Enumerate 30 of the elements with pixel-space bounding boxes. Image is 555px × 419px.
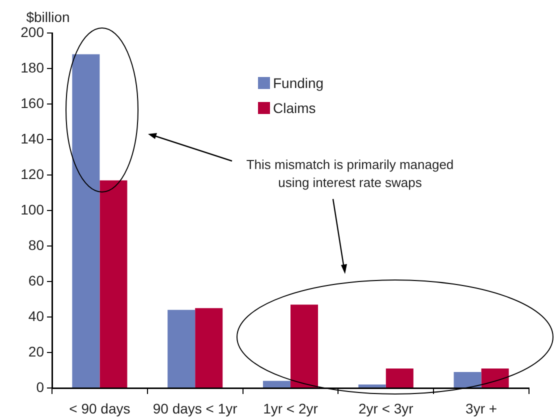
bar: [481, 368, 509, 388]
y-axis-title: $billion: [26, 8, 70, 25]
y-tick-label: 180: [20, 59, 44, 76]
y-tick-label: 120: [20, 166, 44, 182]
y-tick-label: 40: [28, 308, 44, 324]
y-tick-label: 200: [20, 24, 44, 40]
y-tick-label: 160: [20, 94, 44, 111]
bar: [386, 368, 414, 388]
x-tick-label: 2yr < 3yr: [358, 400, 414, 416]
x-tick-label: < 90 days: [69, 400, 130, 416]
bar: [72, 54, 100, 388]
bar: [262, 380, 290, 388]
bar: [290, 304, 318, 388]
y-tick-label: 140: [20, 130, 44, 146]
y-tick-label: 20: [28, 343, 44, 360]
annotation: This mismatch is primarily managed using interest rate swaps: [245, 156, 455, 192]
bar: [100, 180, 128, 388]
y-tick-label: 60: [28, 272, 44, 288]
x-tick-label: 1yr < 2yr: [263, 400, 318, 416]
y-tick-label: 80: [28, 236, 44, 253]
x-tick-label: 90 days < 1yr: [152, 400, 238, 416]
bar: [358, 384, 386, 388]
y-tick-label: 100: [20, 201, 44, 218]
bar: [195, 308, 223, 388]
bar: [454, 372, 482, 388]
y-tick-label: 0: [36, 378, 44, 395]
legend-label: Claims: [273, 100, 316, 116]
legend-label: Funding: [273, 75, 324, 91]
x-tick-label: 3yr +: [466, 400, 498, 416]
bar: [168, 310, 196, 388]
